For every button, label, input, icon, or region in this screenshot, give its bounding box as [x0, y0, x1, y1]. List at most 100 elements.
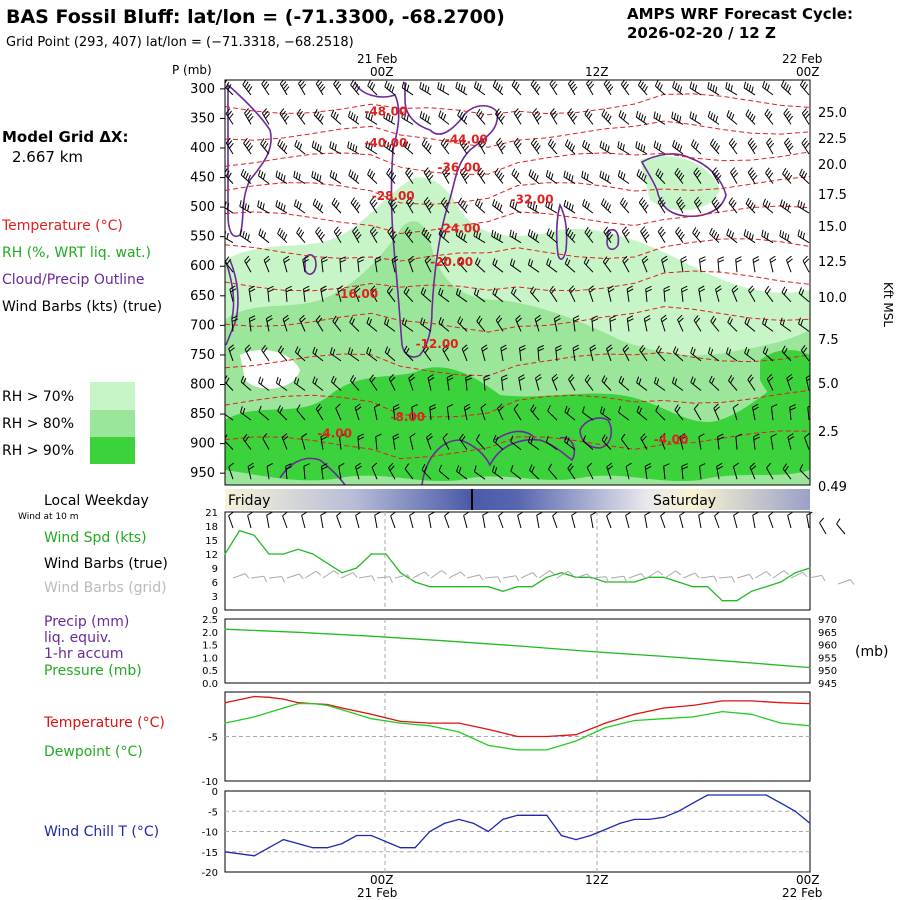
wind-barb: [409, 433, 416, 450]
wind-barb: [501, 374, 508, 391]
wind-barb: [497, 403, 504, 421]
wind-barb: [455, 229, 468, 244]
weekday-friday: Friday: [228, 493, 270, 509]
wind-barb: [312, 376, 324, 391]
series-point: [663, 576, 665, 578]
wind-barb: [761, 229, 774, 244]
series-point: [780, 802, 782, 804]
wind-barb: [492, 258, 504, 273]
kft-tick-label: 5.0: [818, 377, 839, 392]
series-point: [297, 631, 299, 633]
wind-barb: [392, 403, 400, 421]
wind-barb: [797, 229, 810, 244]
wind-10m-note: Wind at 10 m: [18, 512, 78, 522]
series-point: [253, 534, 255, 536]
wind-barb: [473, 81, 486, 96]
wind-barb: [781, 345, 792, 362]
wind-barb: [622, 255, 630, 273]
wind-barb: [600, 198, 612, 214]
wind-barb: [527, 435, 540, 451]
wind-barb: [680, 255, 688, 273]
kft-tick-label: 15.0: [818, 220, 847, 235]
series-point: [224, 851, 226, 853]
wind-barb: [406, 196, 415, 214]
wind-barb: [339, 256, 347, 273]
wind-barb: [663, 285, 671, 302]
series-point: [487, 728, 489, 730]
wind-barb: [836, 518, 846, 535]
wind-barb: [527, 229, 540, 244]
wind-barb: [653, 111, 666, 125]
wind-barb: [618, 376, 630, 391]
series-point: [575, 734, 577, 736]
series-point: [692, 802, 694, 804]
wind-barb: [584, 374, 594, 391]
series-point: [429, 722, 431, 724]
series-point: [429, 586, 431, 588]
wind-barb: [536, 511, 543, 529]
wind-barb: [769, 255, 777, 273]
wind-barb: [599, 140, 612, 155]
wind-barb: [638, 197, 649, 214]
wind-panel: 0 3 6 9 12 15 18 21 Wind Spd (kts) Wind Barbs (…: [44, 508, 855, 617]
wind-barb: [294, 139, 306, 155]
wind-barb: [373, 403, 381, 421]
wind-barb: [401, 81, 414, 96]
wind-barb: [599, 406, 612, 421]
series-point: [443, 586, 445, 588]
wind-barb: [405, 167, 414, 184]
wind-barb: [312, 346, 324, 362]
wind-barb: [586, 462, 594, 480]
wind-barb: [520, 572, 538, 579]
series-point: [297, 548, 299, 550]
series-point: [736, 661, 738, 663]
series-point: [282, 698, 285, 700]
wind-barb: [635, 141, 648, 155]
wind-barb: [653, 140, 666, 155]
wind-barb: [679, 433, 686, 450]
series-point: [663, 718, 665, 720]
wind-barb: [679, 511, 686, 529]
series-point: [502, 818, 504, 820]
p-tick-label: 400: [190, 141, 215, 156]
wind-barb: [628, 573, 646, 579]
wind-barb: [567, 108, 577, 125]
wind-barb: [527, 200, 540, 214]
series-point: [224, 553, 226, 555]
wind-barb: [279, 108, 290, 125]
wind-barb: [441, 256, 450, 273]
wind-barb: [744, 346, 756, 362]
legend-rh90-label: RH > 90%: [2, 443, 74, 459]
series-point: [809, 567, 811, 569]
wind-barb: [690, 376, 702, 391]
wind-barb: [530, 404, 540, 421]
series-point: [750, 700, 753, 702]
kft-tick-label: 7.5: [818, 333, 839, 348]
wind-barb: [394, 574, 412, 581]
wind-barb: [440, 197, 450, 214]
wind-barb: [728, 374, 738, 391]
wind-barb: [275, 199, 288, 214]
wind-barb: [709, 375, 720, 391]
series-point: [604, 581, 606, 583]
wind-barb: [263, 255, 271, 273]
wind-barb: [371, 462, 378, 480]
wind-barb: [403, 286, 414, 303]
kft-tick-label: 22.5: [818, 132, 847, 147]
wind-barb: [636, 376, 648, 391]
wind-barb: [606, 511, 612, 529]
wind-barb: [261, 80, 270, 96]
wind-barb: [248, 285, 256, 302]
wind-barb: [782, 167, 793, 184]
wind-barb: [725, 347, 738, 362]
wind-barb: [563, 199, 576, 214]
wind-barb: [286, 573, 304, 580]
wind-barb: [281, 433, 289, 450]
cloud-outline-3: [354, 81, 499, 358]
wind-barb: [676, 196, 686, 214]
cloud-outline-12: [225, 261, 235, 319]
wind-barb: [711, 167, 722, 184]
wind-barb: [438, 317, 450, 332]
wind-barb: [752, 403, 759, 421]
